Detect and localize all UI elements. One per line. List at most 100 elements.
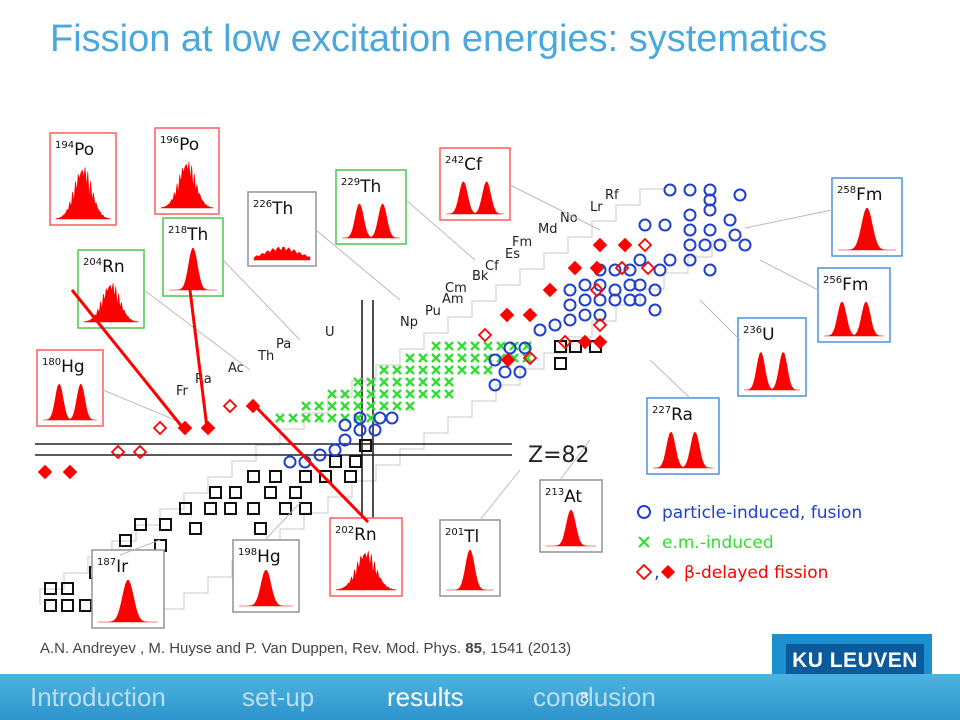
em-cross xyxy=(405,401,415,411)
connector-gray xyxy=(699,299,741,341)
distribution-242-cf: 242Cf xyxy=(439,147,511,221)
distribution-226-th: 226Th xyxy=(247,191,317,267)
bdf-diamond-open xyxy=(110,444,126,460)
legend-comma: , xyxy=(654,562,660,583)
bdf-diamond-open xyxy=(222,398,238,414)
distribution-label: 198Hg xyxy=(238,547,281,567)
distribution-frame xyxy=(335,169,407,245)
mass-number: 213 xyxy=(545,487,564,498)
fusion-circle xyxy=(385,411,399,425)
bdf-diamond-filled xyxy=(37,464,53,480)
black-square xyxy=(44,582,57,595)
black-square xyxy=(229,486,242,499)
reference-authors: A.N. Andreyev , M. Huyse and P. Van Dupp… xyxy=(40,640,462,657)
connector-gray xyxy=(559,439,591,481)
distribution-histogram xyxy=(98,580,158,623)
fusion-circle xyxy=(578,293,592,307)
em-cross xyxy=(340,389,350,399)
nav-set-up[interactable]: set-up xyxy=(242,682,315,712)
em-cross xyxy=(405,353,415,363)
element-label-fm: Fm xyxy=(512,235,532,250)
distribution-256-fm: 256Fm xyxy=(817,267,891,343)
distribution-236-u: 236U xyxy=(737,317,807,397)
fusion-circle xyxy=(663,183,677,197)
em-cross xyxy=(288,413,298,423)
black-square xyxy=(264,486,277,499)
footer-nav-bar: Introduction set-up results conclusion 8 xyxy=(0,674,960,720)
legend-label: β-delayed fission xyxy=(684,563,828,583)
mass-number: 236 xyxy=(743,325,762,336)
mass-number: 204 xyxy=(83,257,102,268)
fusion-circle xyxy=(373,411,387,425)
fusion-circle xyxy=(548,318,562,332)
em-cross xyxy=(444,377,454,387)
em-cross xyxy=(392,365,402,375)
em-cross xyxy=(366,413,376,423)
connector-gray xyxy=(102,389,176,421)
element-label-rf: Rf xyxy=(605,188,619,203)
fusion-circle xyxy=(563,313,577,327)
fusion-circle xyxy=(338,418,352,432)
legend-label: particle-induced, fusion xyxy=(662,503,862,523)
em-cross xyxy=(392,389,402,399)
em-cross xyxy=(366,389,376,399)
bdf-diamond-filled xyxy=(542,282,558,298)
em-cross xyxy=(314,401,324,411)
element-label-bk: Bk xyxy=(472,269,489,284)
distribution-201-tl: 201Tl xyxy=(439,519,501,597)
fusion-circle xyxy=(518,341,532,355)
distribution-label: 204Rn xyxy=(83,257,125,277)
fusion-circle xyxy=(368,423,382,437)
distribution-frame xyxy=(737,317,807,397)
black-square xyxy=(61,599,74,612)
connector-gray xyxy=(744,209,833,229)
em-cross xyxy=(353,401,363,411)
element-symbol: Ir xyxy=(116,557,128,577)
element-symbol: Th xyxy=(271,199,293,219)
em-cross xyxy=(431,353,441,363)
em-cross xyxy=(470,353,480,363)
nav-results[interactable]: results xyxy=(387,682,464,712)
mass-number: 256 xyxy=(823,275,842,286)
mass-distribution-insets: 194Po 196Po226Th229Th242Cf258Fm218Th204Rn… xyxy=(36,127,903,629)
black-square xyxy=(299,470,312,483)
distribution-label: 226Th xyxy=(253,199,293,219)
connector-gray xyxy=(264,502,301,541)
distribution-213-at: 213At xyxy=(539,479,603,553)
reference-volume: 85 xyxy=(465,640,482,657)
nav-conclusion[interactable]: conclusion xyxy=(533,682,656,712)
black-square xyxy=(189,522,202,535)
mass-number: 196 xyxy=(160,135,179,146)
distribution-229-th: 229Th xyxy=(335,169,407,245)
black-square xyxy=(224,502,237,515)
em-cross xyxy=(444,353,454,363)
black-square xyxy=(79,599,92,612)
distribution-histogram xyxy=(446,550,494,591)
legend-symbol-diamond-open xyxy=(635,563,653,581)
em-cross xyxy=(418,377,428,387)
element-label-u: U xyxy=(325,325,335,340)
bdf-diamond-filled xyxy=(522,307,538,323)
black-square xyxy=(247,502,260,515)
distribution-258-fm: 258Fm xyxy=(831,177,903,257)
legend-symbol-diamond-filled xyxy=(660,564,676,580)
bdf-diamond-filled xyxy=(592,334,608,350)
em-cross xyxy=(314,413,324,423)
distribution-202-rn: 202Rn xyxy=(329,517,403,597)
distribution-frame xyxy=(439,147,511,221)
distribution-198-hg: 198Hg xyxy=(232,539,300,613)
connector-gray xyxy=(143,289,251,371)
legend-symbol-circle xyxy=(637,505,651,519)
bdf-diamond-filled xyxy=(200,420,216,436)
element-label-th: Th xyxy=(257,349,274,364)
fission-systematics-diagram: Z=82 FrRaAcThPaUNpPuAmCmBkCfEsFmMdNoLrRf… xyxy=(35,127,903,629)
bdf-diamond-open xyxy=(614,260,630,276)
bdf-diamond-open xyxy=(557,334,573,350)
fusion-circle xyxy=(498,365,512,379)
black-square xyxy=(247,470,260,483)
em-cross xyxy=(444,341,454,351)
em-cross xyxy=(379,401,389,411)
distribution-histogram xyxy=(653,431,713,469)
black-square xyxy=(349,455,362,468)
nav-introduction[interactable]: Introduction xyxy=(30,682,166,712)
